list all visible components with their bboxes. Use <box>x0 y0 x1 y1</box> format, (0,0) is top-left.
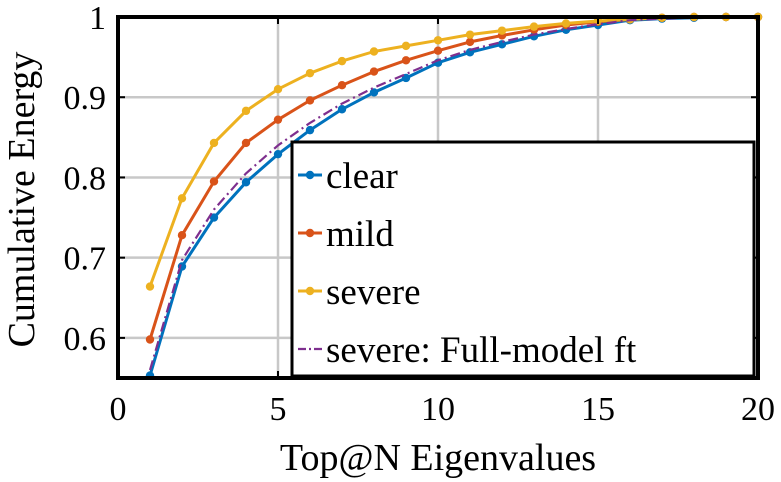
data-point-severe <box>561 19 571 28</box>
data-point-clear <box>497 40 507 49</box>
legend-label-severe: severe <box>326 272 421 313</box>
x-tick-label: 10 <box>421 391 455 428</box>
data-point-severe <box>369 47 379 56</box>
data-point-mild <box>177 231 187 240</box>
data-point-severe <box>209 138 219 148</box>
data-point-mild <box>369 67 379 76</box>
legend-box <box>290 140 756 378</box>
y-axis-title: Cumulative Energy <box>1 52 43 348</box>
data-point-mild <box>145 335 155 344</box>
data-point-severe <box>497 26 507 35</box>
data-point-severe <box>273 85 283 94</box>
y-tick-label: 1 <box>89 0 106 37</box>
data-point-clear <box>273 149 283 159</box>
data-point-mild <box>241 138 251 148</box>
data-point-severe <box>529 22 539 31</box>
data-point-clear <box>337 105 347 114</box>
x-tick-label: 5 <box>270 391 287 428</box>
data-point-mild <box>209 177 219 186</box>
legend: clear mild severe severe: Full-model ft <box>290 140 756 378</box>
x-tick-label: 15 <box>581 391 615 428</box>
data-point-severe <box>241 106 251 116</box>
data-point-mild <box>401 56 411 65</box>
y-tick-label: 0.8 <box>64 160 107 197</box>
y-tick-label: 0.7 <box>64 241 107 278</box>
data-point-severe <box>145 282 155 291</box>
series-line-severe-full-model-ft <box>148 15 758 371</box>
data-point-clear <box>369 88 379 97</box>
data-point-mild <box>305 96 315 105</box>
legend-marker-mild <box>305 228 315 238</box>
x-tick-label: 0 <box>110 391 127 428</box>
data-point-clear <box>241 178 251 187</box>
data-point-severe <box>337 56 347 66</box>
x-axis-title: Top@N Eigenvalues <box>280 437 596 479</box>
x-tick-label: 20 <box>741 391 775 428</box>
tick-labels: 0 5 10 15 20 0.6 0.7 0.8 0.9 1 <box>64 0 776 428</box>
legend-label-mild: mild <box>326 214 394 255</box>
data-point-mild <box>433 46 443 55</box>
data-point-severe <box>177 194 187 203</box>
legend-label-clear: clear <box>326 156 398 197</box>
legend-marker-clear <box>305 170 315 180</box>
y-tick-label: 0.6 <box>64 321 107 358</box>
data-point-severe <box>465 30 475 39</box>
data-point-severe <box>305 68 315 78</box>
data-point-mild <box>465 37 475 47</box>
data-point-severe <box>433 36 443 45</box>
y-tick-label: 0.9 <box>64 80 107 117</box>
data-point-severe <box>401 41 411 51</box>
data-point-mild <box>273 115 283 124</box>
data-point-clear <box>305 125 315 135</box>
series-severe-full-model-ft <box>148 15 758 371</box>
legend-marker-severe <box>305 286 315 296</box>
data-point-clear <box>209 213 219 222</box>
data-point-mild <box>337 80 347 90</box>
legend-label-severe-full-model-ft: severe: Full-model ft <box>326 330 637 371</box>
